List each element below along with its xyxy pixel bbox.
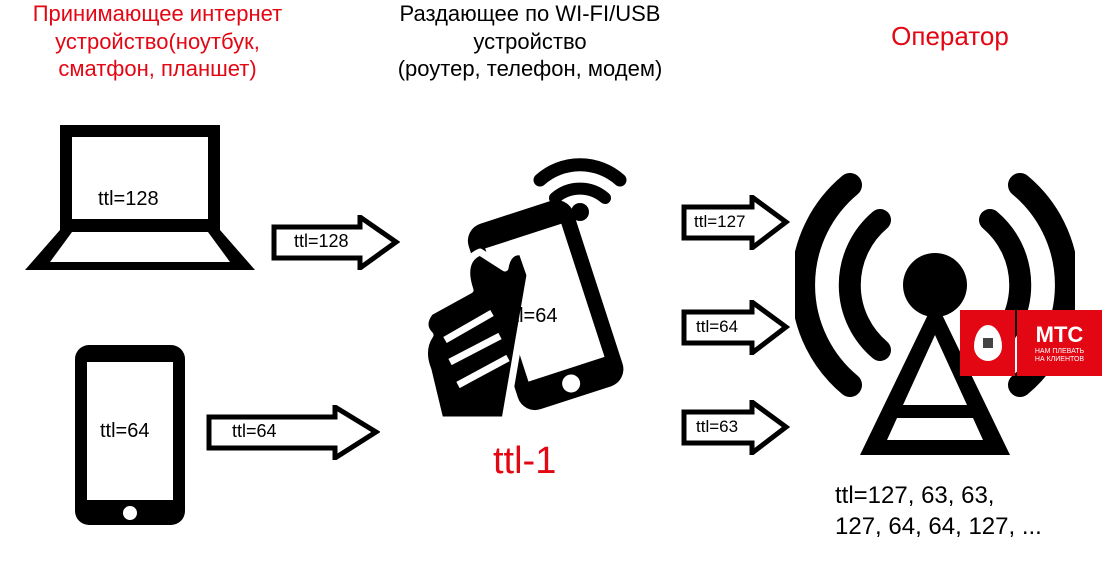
mts-logo: МТС НАМ ПЛЕВАТЬ НА КЛИЕНТОВ <box>960 310 1102 376</box>
hand-phone-icon <box>410 140 650 420</box>
phone-left-ttl: ttl=64 <box>100 420 149 443</box>
arrow-bottom-left-ttl: ttl=64 <box>232 421 277 442</box>
mts-text-box: МТС НАМ ПЛЕВАТЬ НА КЛИЕНТОВ <box>1017 310 1102 376</box>
mts-egg-icon <box>974 325 1002 361</box>
mts-sub2: НА КЛИЕНТОВ <box>1035 356 1084 364</box>
operator-result: ttl=127, 63, 63,127, 64, 64, 127, ... <box>835 480 1105 542</box>
center-formula: ttl-1 <box>493 440 556 483</box>
arrow-mid-right-ttl: ttl=64 <box>696 317 738 337</box>
center-ttl: ttl=64 <box>508 305 557 328</box>
mts-sub1: НАМ ПЛЕВАТЬ <box>1035 348 1084 356</box>
mts-egg-box <box>960 310 1015 376</box>
sharer-header: Раздающее по WI-FI/USBустройство(роутер,… <box>335 0 725 83</box>
receiver-header: Принимающее интернетустройство(ноутбук,с… <box>0 0 315 83</box>
operator-header: Оператор <box>820 20 1080 53</box>
mts-label: МТС <box>1036 322 1084 348</box>
arrow-top-right-ttl: ttl=127 <box>694 212 746 232</box>
laptop-ttl: ttl=128 <box>98 188 159 211</box>
arrow-bottom-right-ttl: ttl=63 <box>696 417 738 437</box>
operator-header-text: Оператор <box>891 21 1009 51</box>
receiver-header-text: Принимающее интернетустройство(ноутбук,с… <box>33 1 283 81</box>
tower-icon <box>795 150 1075 460</box>
arrow-top-left-ttl: ttl=128 <box>294 231 349 252</box>
sharer-header-text: Раздающее по WI-FI/USBустройство(роутер,… <box>398 1 663 81</box>
